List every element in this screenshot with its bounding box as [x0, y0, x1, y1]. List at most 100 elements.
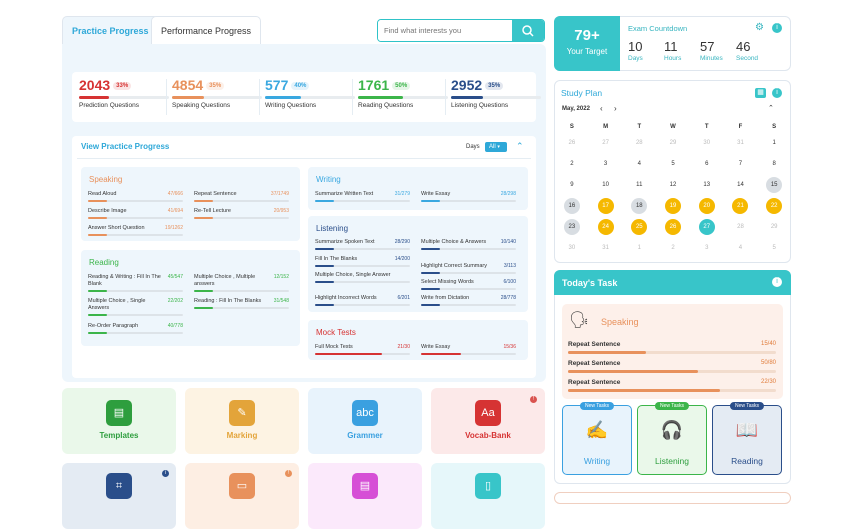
- calendar-day[interactable]: 29: [669, 140, 677, 146]
- progress-item[interactable]: Highlight Incorrect Words 6/201: [315, 295, 410, 307]
- tile-label: Templates: [99, 431, 139, 440]
- today-task-item[interactable]: Repeat Sentence 22/30: [568, 379, 776, 392]
- new-task-listening[interactable]: New Tasks 🎧 Listening: [637, 402, 707, 475]
- stat-card[interactable]: 1761 50% Reading Questions: [358, 77, 448, 119]
- progress-item[interactable]: Fill In The Blanks 14/200: [315, 256, 410, 268]
- stat-card[interactable]: 2043 33% Prediction Questions: [79, 77, 169, 119]
- progress-item[interactable]: Summarize Written Text 31/279: [315, 191, 410, 203]
- calendar-day[interactable]: 13: [703, 182, 711, 188]
- today-task-item[interactable]: Repeat Sentence 50/80: [568, 360, 776, 373]
- info-icon[interactable]: i: [772, 88, 782, 98]
- chevron-up-icon[interactable]: ⌃: [768, 105, 774, 112]
- tile-grammer[interactable]: abc Grammer: [308, 388, 422, 454]
- tab-practice-progress[interactable]: Practice Progress: [62, 16, 159, 44]
- calendar-day[interactable]: 16: [563, 198, 580, 214]
- tile-marking[interactable]: ✎ Marking: [185, 388, 299, 454]
- calendar-day[interactable]: 4: [738, 245, 743, 251]
- info-icon[interactable]: i: [772, 277, 782, 287]
- calendar-day[interactable]: 1: [637, 245, 641, 251]
- progress-item[interactable]: Reading & Writing : Fill In The Blank 45/…: [88, 274, 183, 293]
- progress-item[interactable]: Select Missing Words 6/100: [421, 279, 516, 291]
- stat-card[interactable]: 577 40% Writing Questions: [265, 77, 355, 119]
- progress-item-value: 31/548: [273, 298, 289, 304]
- progress-item[interactable]: Reading : Fill In The Blanks 31/548: [194, 298, 289, 310]
- tile-templates[interactable]: ▤ Templates: [62, 388, 176, 454]
- progress-item[interactable]: Answer Short Question 19/1262: [88, 225, 183, 237]
- tile-row2-1[interactable]: ⌗: [62, 463, 176, 529]
- calendar-day[interactable]: 31: [737, 140, 744, 146]
- progress-item[interactable]: Multiple Choice, Single Answer: [315, 272, 410, 284]
- stat-card[interactable]: 2952 35% Listening Questions: [451, 77, 541, 119]
- days-select[interactable]: All ▾: [485, 142, 507, 152]
- calendar-day[interactable]: 11: [636, 182, 643, 188]
- new-task-reading[interactable]: New Tasks 📖 Reading: [712, 402, 782, 475]
- calendar-day[interactable]: 3: [603, 161, 608, 167]
- gear-icon[interactable]: ⚙: [755, 22, 764, 33]
- today-task-item[interactable]: Repeat Sentence 15/40: [568, 341, 776, 354]
- stat-card[interactable]: 4854 35% Speaking Questions: [172, 77, 262, 119]
- tile-row2-2[interactable]: ▭: [185, 463, 299, 529]
- calendar-day[interactable]: 30: [703, 140, 711, 146]
- chevron-right-icon[interactable]: ›: [614, 104, 617, 113]
- calendar-day[interactable]: 23: [563, 219, 580, 235]
- calendar-day[interactable]: 15: [766, 177, 783, 193]
- tile-row2-3[interactable]: ▤: [308, 463, 422, 529]
- calendar-day[interactable]: 28: [737, 224, 744, 230]
- calendar-day[interactable]: 30: [568, 245, 576, 251]
- progress-item[interactable]: Describe Image 41/694: [88, 208, 183, 220]
- calendar-icon[interactable]: ▦: [755, 88, 766, 98]
- progress-item[interactable]: Full Mock Tests 21/30: [315, 344, 410, 356]
- progress-item[interactable]: Re-Order Paragraph 40/778: [88, 323, 183, 335]
- tab-performance-progress[interactable]: Performance Progress: [151, 16, 262, 44]
- collapse-chevron-icon[interactable]: ⌃: [516, 141, 524, 151]
- calendar-day[interactable]: 25: [631, 219, 648, 235]
- progress-item[interactable]: Read Aloud 47/666: [88, 191, 183, 203]
- calendar-day[interactable]: 27: [698, 219, 715, 235]
- calendar-day[interactable]: 10: [602, 182, 609, 188]
- calendar-day[interactable]: 5: [772, 245, 776, 251]
- calendar-day[interactable]: 18: [631, 198, 648, 214]
- progress-item[interactable]: Multiple Choice , Single Answers 22/202: [88, 298, 183, 317]
- calendar-day[interactable]: 31: [602, 245, 609, 251]
- tile-row2-4[interactable]: ▯: [431, 463, 545, 529]
- calendar-day[interactable]: 26: [568, 140, 576, 146]
- progress-item[interactable]: Write from Dictation 28/778: [421, 295, 516, 307]
- calendar-day[interactable]: 24: [597, 219, 614, 235]
- calendar-day[interactable]: 20: [698, 198, 715, 214]
- calendar-day[interactable]: 22: [766, 198, 783, 214]
- calendar-day[interactable]: 4: [637, 161, 641, 167]
- progress-item[interactable]: Summarize Spoken Text 28/290: [315, 239, 410, 251]
- calendar-day[interactable]: 5: [671, 161, 675, 167]
- calendar-day[interactable]: 8: [772, 161, 776, 167]
- calendar-day[interactable]: 2: [671, 245, 675, 251]
- calendar-day[interactable]: 1: [772, 140, 776, 146]
- calendar-day[interactable]: 26: [665, 219, 682, 235]
- progress-item[interactable]: Repeat Sentence 37/1749: [194, 191, 289, 203]
- search-input[interactable]: [378, 20, 513, 41]
- calendar-day[interactable]: 27: [602, 140, 609, 146]
- tile-vocab-bank[interactable]: Aa Vocab-Bank: [431, 388, 545, 454]
- calendar-day[interactable]: 2: [570, 161, 574, 167]
- progress-item[interactable]: Highlight Correct Summary 3/113: [421, 263, 516, 275]
- search-button[interactable]: [512, 20, 544, 41]
- progress-item[interactable]: Multiple Choice , Multiple answers 12/152: [194, 274, 289, 293]
- calendar-day[interactable]: 29: [770, 224, 778, 230]
- progress-item[interactable]: Write Essay 15/36: [421, 344, 516, 356]
- calendar-day[interactable]: 21: [732, 198, 749, 214]
- calendar-day[interactable]: 28: [635, 140, 643, 146]
- progress-item[interactable]: Write Essay 28/298: [421, 191, 516, 203]
- calendar-day[interactable]: 7: [738, 161, 743, 167]
- new-task-label: Writing: [583, 456, 611, 466]
- progress-item[interactable]: Re-Tell Lecture 20/953: [194, 208, 289, 220]
- calendar-day[interactable]: 3: [705, 245, 709, 251]
- calendar-day[interactable]: 12: [669, 182, 677, 188]
- progress-item[interactable]: Multiple Choice & Answers 10/140: [421, 239, 516, 251]
- calendar-day[interactable]: 6: [705, 161, 709, 167]
- calendar-day[interactable]: 9: [570, 182, 574, 188]
- new-task-writing[interactable]: New Tasks ✍ Writing: [562, 402, 632, 475]
- chevron-left-icon[interactable]: ‹: [600, 104, 603, 113]
- info-icon[interactable]: i: [772, 23, 782, 33]
- calendar-day[interactable]: 17: [597, 198, 614, 214]
- calendar-day[interactable]: 14: [737, 182, 744, 188]
- calendar-day[interactable]: 19: [665, 198, 682, 214]
